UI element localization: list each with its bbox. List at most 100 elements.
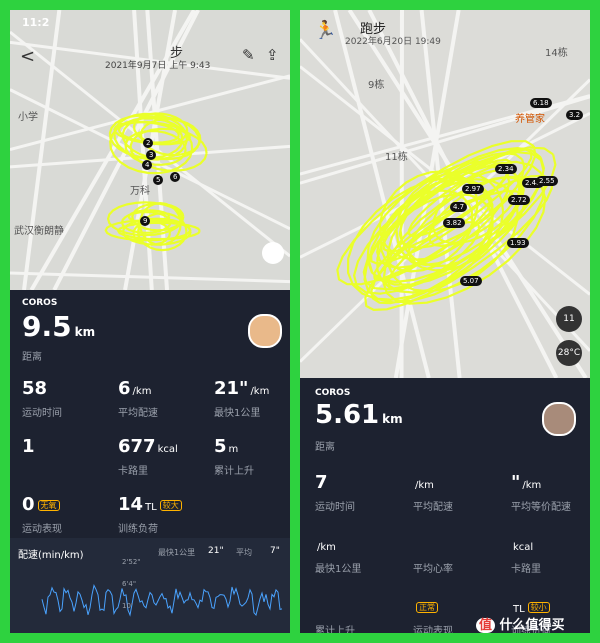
stat-number: 14	[118, 494, 144, 515]
road	[22, 10, 62, 290]
map	[300, 10, 590, 378]
stat-unit: /km	[317, 542, 336, 553]
distance-value: 9.5	[22, 310, 72, 343]
stat-label: 运动表现	[413, 626, 453, 633]
stat-label: 训练负荷 2'52" 6'4" 10'	[118, 524, 158, 610]
lap-marker: 3.82	[443, 218, 465, 228]
road	[29, 10, 196, 290]
stat-badge: 正常	[416, 601, 438, 613]
avg-value: 7"	[270, 546, 280, 556]
lap-marker: 2	[143, 138, 154, 148]
stat-value: /km	[315, 534, 336, 555]
stat-number: 6	[118, 378, 131, 399]
stat-value: 14 TL 较大	[118, 494, 182, 515]
back-button[interactable]: <	[20, 46, 36, 67]
stat-number: 1	[22, 436, 35, 457]
lap-marker: 9	[140, 216, 151, 226]
brand: COROS	[22, 298, 58, 308]
title: 步	[170, 46, 184, 61]
stat-value: 677 kcal	[118, 436, 178, 457]
map-label: 14栋	[545, 48, 568, 59]
share-button[interactable]: ⇪	[266, 46, 279, 64]
pace-line	[41, 584, 283, 617]
avatar[interactable]	[248, 314, 282, 348]
edit-button[interactable]: ✎	[242, 46, 255, 64]
stat-value: 正常	[413, 596, 438, 617]
stat-unit: /km	[250, 386, 270, 397]
stat-label: 最快1公里	[214, 408, 261, 419]
fastest-label: 最快1公里	[158, 548, 196, 557]
y-tick-label: 6'4"	[122, 580, 137, 588]
brand: COROS	[315, 388, 351, 398]
distance-unit: km	[382, 412, 403, 426]
road	[10, 271, 290, 284]
map-label: 小学	[18, 112, 38, 123]
pace-line	[41, 584, 283, 617]
lap-marker: 1.93	[507, 238, 529, 248]
stat-label: 平均等价配速	[511, 502, 571, 513]
stat-label: 最快1公里	[315, 564, 362, 575]
stat-number: 58	[22, 378, 48, 399]
date: 2022年6月20日 19:49	[345, 37, 441, 47]
pace-chart: 配速(min/km) 最快1公里 21" 平均 7"	[10, 538, 290, 633]
stat-number: 677	[118, 436, 156, 457]
distance-label: 距离	[22, 352, 42, 363]
stat-value: 58	[22, 378, 47, 399]
route-line	[336, 140, 557, 311]
stat-value: 21"/km	[214, 378, 269, 399]
stat-number: 21"	[214, 378, 249, 399]
avg-label: 平均	[236, 548, 252, 557]
road	[300, 95, 590, 185]
road	[419, 10, 462, 378]
distance-label: 距离	[315, 442, 335, 453]
distance-value: 5.61	[315, 400, 380, 430]
stat-number: 7	[315, 472, 328, 493]
road	[10, 74, 290, 152]
lap-marker: 6	[170, 172, 181, 182]
stat-unit: /km	[132, 386, 152, 397]
stat-value: 6/km	[118, 378, 151, 399]
map-label: 11栋	[385, 152, 408, 163]
stat-unit: kcal	[157, 444, 178, 455]
stat-value: "/km	[511, 472, 541, 493]
route-line	[108, 112, 208, 175]
lap-marker: 2.48	[522, 178, 544, 188]
stat-label: 平均配速	[413, 502, 453, 513]
lap-marker: 6.18	[530, 98, 552, 108]
distance: 5.61 km	[315, 400, 403, 430]
map-label: 养管家	[515, 114, 545, 125]
lap-marker: 3	[146, 150, 157, 160]
road	[300, 94, 590, 176]
y-tick-label: 10'	[122, 602, 133, 610]
stat-label: 平均心率	[413, 564, 453, 575]
left-phone: 11:2 < 步 2021年9月7日 上午 9:43 ✎ ⇪ COROS 9.5…	[10, 10, 290, 633]
run-icon: 🏃	[314, 20, 337, 41]
lap-marker: 2.72	[508, 195, 530, 205]
distance-unit: km	[74, 325, 96, 339]
stat-label: 运动时间	[315, 502, 355, 513]
stat-label: 训练负荷	[511, 626, 551, 633]
stat-label: 累计上升	[315, 626, 355, 633]
lap-marker: 4	[142, 160, 153, 170]
stat-label: 运动表现	[22, 524, 62, 535]
stat-unit: TL	[513, 604, 525, 615]
route	[300, 10, 590, 378]
avatar[interactable]	[542, 402, 576, 436]
stat-unit: m	[228, 444, 239, 455]
pace-title: 配速(min/km)	[18, 550, 84, 561]
stat-value: 1	[22, 436, 35, 457]
stat-unit: /km	[415, 480, 434, 491]
lap-marker: 4.7	[450, 202, 468, 212]
y-tick-label: 2'52"	[122, 558, 141, 566]
layer-button[interactable]	[262, 242, 284, 264]
stat-label: 运动时间	[22, 408, 62, 419]
stat-number: "	[511, 472, 521, 493]
stat-unit: /km	[522, 480, 542, 491]
lap-marker: 2.97	[462, 184, 484, 194]
stat-value: 7	[315, 472, 328, 493]
route-line	[104, 201, 201, 252]
stat-badge: 无氧	[37, 499, 60, 511]
stat-badge: 较小	[527, 601, 550, 613]
lap-marker: 5.07	[460, 276, 482, 286]
